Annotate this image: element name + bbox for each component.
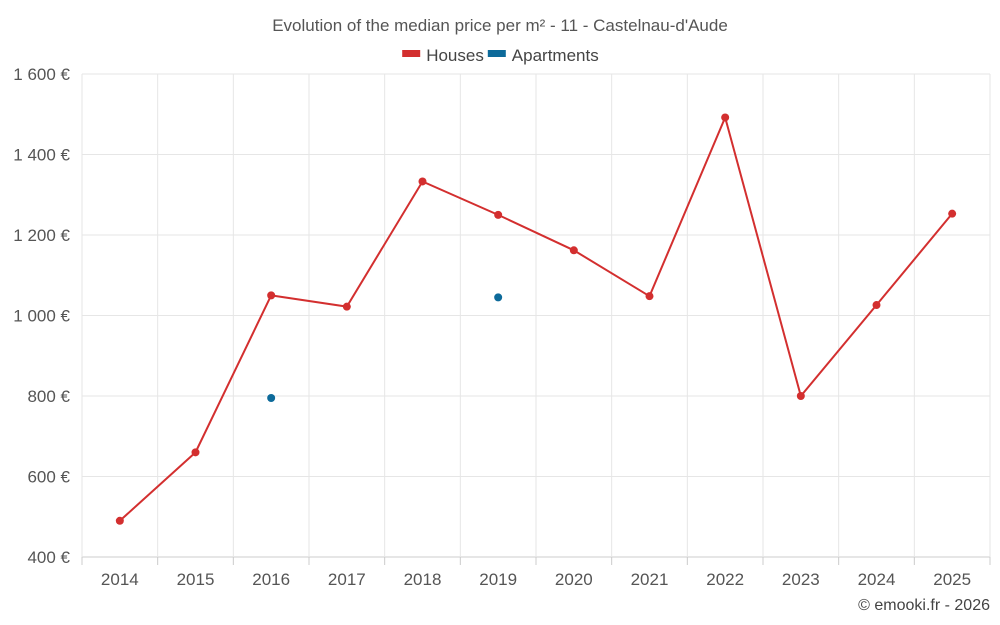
x-tick-label: 2019	[479, 570, 517, 589]
chart-title: Evolution of the median price per m² - 1…	[272, 16, 728, 35]
x-tick-label: 2020	[555, 570, 593, 589]
credit-text: © emooki.fr - 2026	[858, 597, 990, 614]
x-tick-label: 2025	[933, 570, 971, 589]
houses-point-2016[interactable]	[267, 291, 276, 300]
y-tick-label: 600 €	[27, 468, 70, 487]
x-tick-label: 2017	[328, 570, 366, 589]
houses-legend-swatch	[402, 50, 421, 57]
y-axis: 400 € 600 € 800 € 1 000 € 1 200 € 1 400 € 1 60…	[13, 65, 70, 567]
y-tick-label: 1 200 €	[13, 226, 70, 245]
houses-point-2021[interactable]	[645, 292, 654, 301]
grid	[81, 73, 991, 565]
houses-point-2019[interactable]	[494, 210, 503, 219]
x-tick-label: 2016	[252, 570, 290, 589]
x-tick-label: 2014	[101, 570, 139, 589]
houses-point-2020[interactable]	[569, 246, 578, 255]
houses-point-2015[interactable]	[191, 448, 200, 457]
apartments-legend-swatch	[487, 50, 506, 57]
y-tick-label: 400 €	[27, 548, 70, 567]
houses-point-2014[interactable]	[115, 516, 124, 525]
x-tick-label: 2015	[177, 570, 215, 589]
y-tick-label: 1 600 €	[13, 65, 70, 84]
apartments-legend-label[interactable]: Apartments	[512, 46, 599, 65]
x-tick-label: 2024	[858, 570, 896, 589]
houses-series-line	[119, 114, 953, 522]
y-tick-label: 1 000 €	[13, 307, 70, 326]
series-layer	[115, 113, 957, 525]
x-tick-label: 2023	[782, 570, 820, 589]
x-tick-label: 2022	[706, 570, 744, 589]
legend: Houses Apartments	[402, 46, 599, 65]
houses-point-2017[interactable]	[342, 302, 351, 311]
x-tick-label: 2021	[631, 570, 669, 589]
y-tick-label: 800 €	[27, 387, 70, 406]
houses-point-2022[interactable]	[721, 113, 730, 122]
houses-point-2025[interactable]	[948, 209, 957, 218]
x-axis: 2014 2015 2016 2017 2018 2019 2020 2021 2022 2023…	[101, 570, 971, 589]
houses-point-2023[interactable]	[796, 392, 805, 400]
houses-point-2018[interactable]	[418, 177, 427, 186]
houses-legend-label[interactable]: Houses	[426, 46, 484, 65]
apartments-point-2016[interactable]	[267, 394, 276, 403]
y-tick-label: 1 400 €	[13, 146, 70, 165]
x-tick-label: 2018	[404, 570, 442, 589]
apartments-point-2019[interactable]	[494, 293, 503, 302]
houses-point-2024[interactable]	[872, 301, 881, 310]
